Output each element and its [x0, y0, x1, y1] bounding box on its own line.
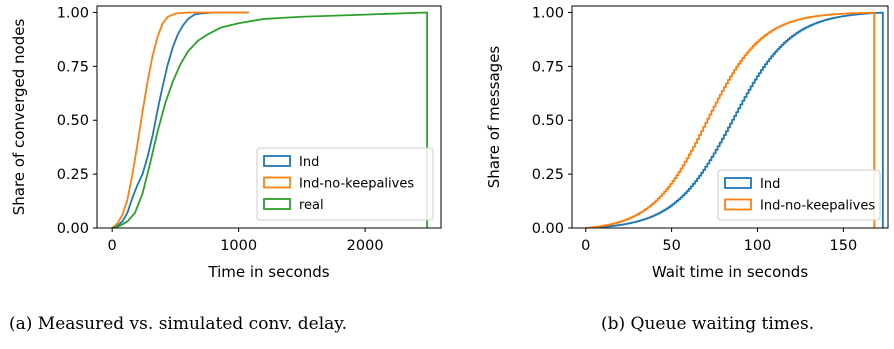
- series-group: [111, 11, 428, 228]
- legend-label: Ind: [760, 177, 780, 192]
- y-tick-label: 0.00: [57, 221, 89, 237]
- legend-swatch: [263, 176, 291, 189]
- x-tick-label: 150: [830, 238, 858, 254]
- caption-b: (b) Queue waiting times.: [601, 314, 815, 334]
- series-line-ind: [111, 11, 249, 228]
- y-tick-label: 0.50: [57, 113, 89, 129]
- x-axis-label: Wait time in seconds: [652, 263, 808, 281]
- y-tick-label: 0.50: [532, 113, 564, 129]
- y-tick-label: 0.75: [532, 59, 564, 75]
- series-line-ind-no-keepalives: [585, 11, 876, 228]
- legend-label: Ind-no-keepalives: [299, 177, 414, 192]
- legend-swatch: [263, 198, 291, 210]
- caption-a: (a) Measured vs. simulated conv. delay.: [9, 314, 348, 334]
- y-axis-label: Share of messages: [485, 46, 503, 189]
- y-tick-label: 0.25: [57, 167, 89, 183]
- legend-box: [717, 169, 881, 221]
- y-tick-label: 1.00: [57, 5, 89, 21]
- legend-swatch: [263, 155, 291, 167]
- y-tick-label: 0.75: [57, 59, 89, 75]
- y-tick-label: 0.00: [532, 221, 564, 237]
- series-line-ind-no-keepalives: [111, 11, 249, 228]
- x-tick-label: 50: [662, 238, 680, 254]
- legend-box: [256, 147, 434, 221]
- legend: Ind Ind-no-keepalives real: [256, 147, 434, 221]
- series-line-ind: [585, 11, 884, 228]
- plot-frame: [571, 5, 889, 229]
- x-axis-label: Time in seconds: [207, 263, 329, 281]
- series-group: [585, 11, 884, 228]
- x-tick-label: 2000: [347, 238, 384, 254]
- series-line-real: [111, 11, 428, 228]
- legend-label: Ind: [299, 155, 319, 170]
- chart-b: 0 50 100 150 0.00 0.25 0.50 0.75 1.00 Wait time i…: [485, 5, 889, 281]
- legend-swatch: [724, 177, 752, 189]
- y-axis-label: Share of converged nodes: [10, 19, 28, 216]
- plot-frame: [96, 5, 442, 229]
- legend-swatch: [724, 198, 752, 211]
- x-tick-label: 1000: [220, 238, 257, 254]
- x-tick-label: 0: [581, 238, 590, 254]
- legend: Ind Ind-no-keepalives: [717, 169, 881, 221]
- legend-label: Ind-no-keepalives: [760, 199, 875, 214]
- x-tick-label: 0: [108, 238, 117, 254]
- x-tick-label: 100: [744, 238, 772, 254]
- chart-a: 0 1000 2000 0.00 0.25 0.50 0.75 1.00 Time in sec…: [10, 5, 442, 281]
- y-tick-label: 1.00: [532, 5, 564, 21]
- legend-label: real: [299, 198, 324, 213]
- y-tick-label: 0.25: [532, 167, 564, 183]
